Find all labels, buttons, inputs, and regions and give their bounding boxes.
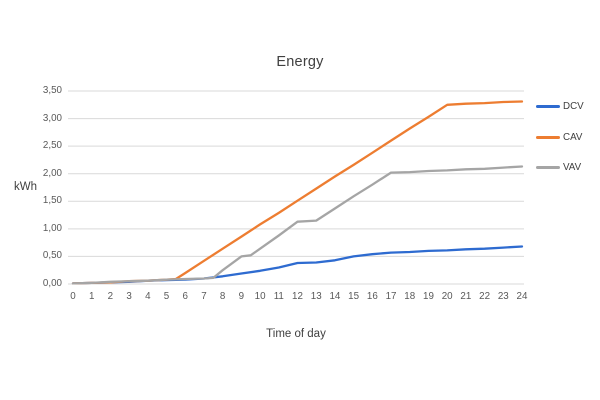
x-tick-label: 5 — [163, 291, 170, 302]
y-tick-label: 1,50 — [42, 195, 62, 207]
x-tick-label: 8 — [219, 291, 226, 302]
chart-title: Energy — [276, 54, 324, 70]
x-tick-label: 9 — [238, 291, 245, 302]
legend-label: VAV — [563, 161, 582, 173]
x-tick-label: 17 — [385, 291, 397, 302]
x-tick-label: 22 — [479, 291, 491, 302]
x-tick-label: 23 — [497, 291, 509, 302]
x-tick-label: 20 — [441, 291, 453, 302]
x-tick-label: 3 — [126, 291, 132, 302]
x-axis-title: Time of day — [266, 328, 326, 340]
x-tick-label: 1 — [88, 291, 95, 302]
y-tick-label: 3,00 — [42, 112, 62, 124]
legend-item-cav: CAV — [536, 131, 582, 143]
x-tick-label: 11 — [273, 291, 284, 302]
y-tick-label: 0,50 — [42, 250, 62, 262]
y-tick-label: 1,00 — [42, 222, 62, 234]
x-tick-label: 19 — [423, 291, 434, 302]
x-tick-label: 21 — [460, 291, 472, 302]
series-line-dcv — [71, 245, 524, 285]
x-tick-label: 12 — [292, 291, 303, 302]
x-tick-label: 4 — [145, 291, 151, 302]
x-tick-label: 14 — [329, 291, 341, 302]
series-line-vav — [71, 165, 524, 285]
x-tick-label: 15 — [348, 291, 360, 302]
x-tick-label: 0 — [70, 291, 76, 302]
x-tick-label: 6 — [182, 291, 188, 302]
x-tick-label: 2 — [107, 291, 114, 302]
x-tick-label: 10 — [254, 291, 266, 302]
x-tick-label: 18 — [404, 291, 416, 302]
y-tick-label: 2,50 — [42, 140, 62, 152]
legend-swatch-dcv — [536, 104, 560, 108]
legend-swatch-vav — [536, 165, 560, 169]
y-tick-label: 0,00 — [42, 278, 62, 289]
y-tick-label: 2,00 — [42, 167, 62, 179]
legend-label: CAV — [563, 131, 583, 143]
legend-item-dcv: DCV — [536, 100, 584, 112]
x-tick-label: 7 — [201, 291, 207, 302]
x-tick-label: 24 — [516, 291, 528, 302]
y-axis-title: kWh — [14, 181, 37, 193]
y-tick-label: 3,50 — [42, 85, 62, 96]
x-tick-label: 13 — [310, 291, 322, 302]
legend-label: DCV — [563, 100, 584, 112]
legend-swatch-cav — [536, 135, 560, 139]
x-tick-label: 16 — [366, 291, 378, 302]
legend-item-vav: VAV — [536, 161, 581, 173]
